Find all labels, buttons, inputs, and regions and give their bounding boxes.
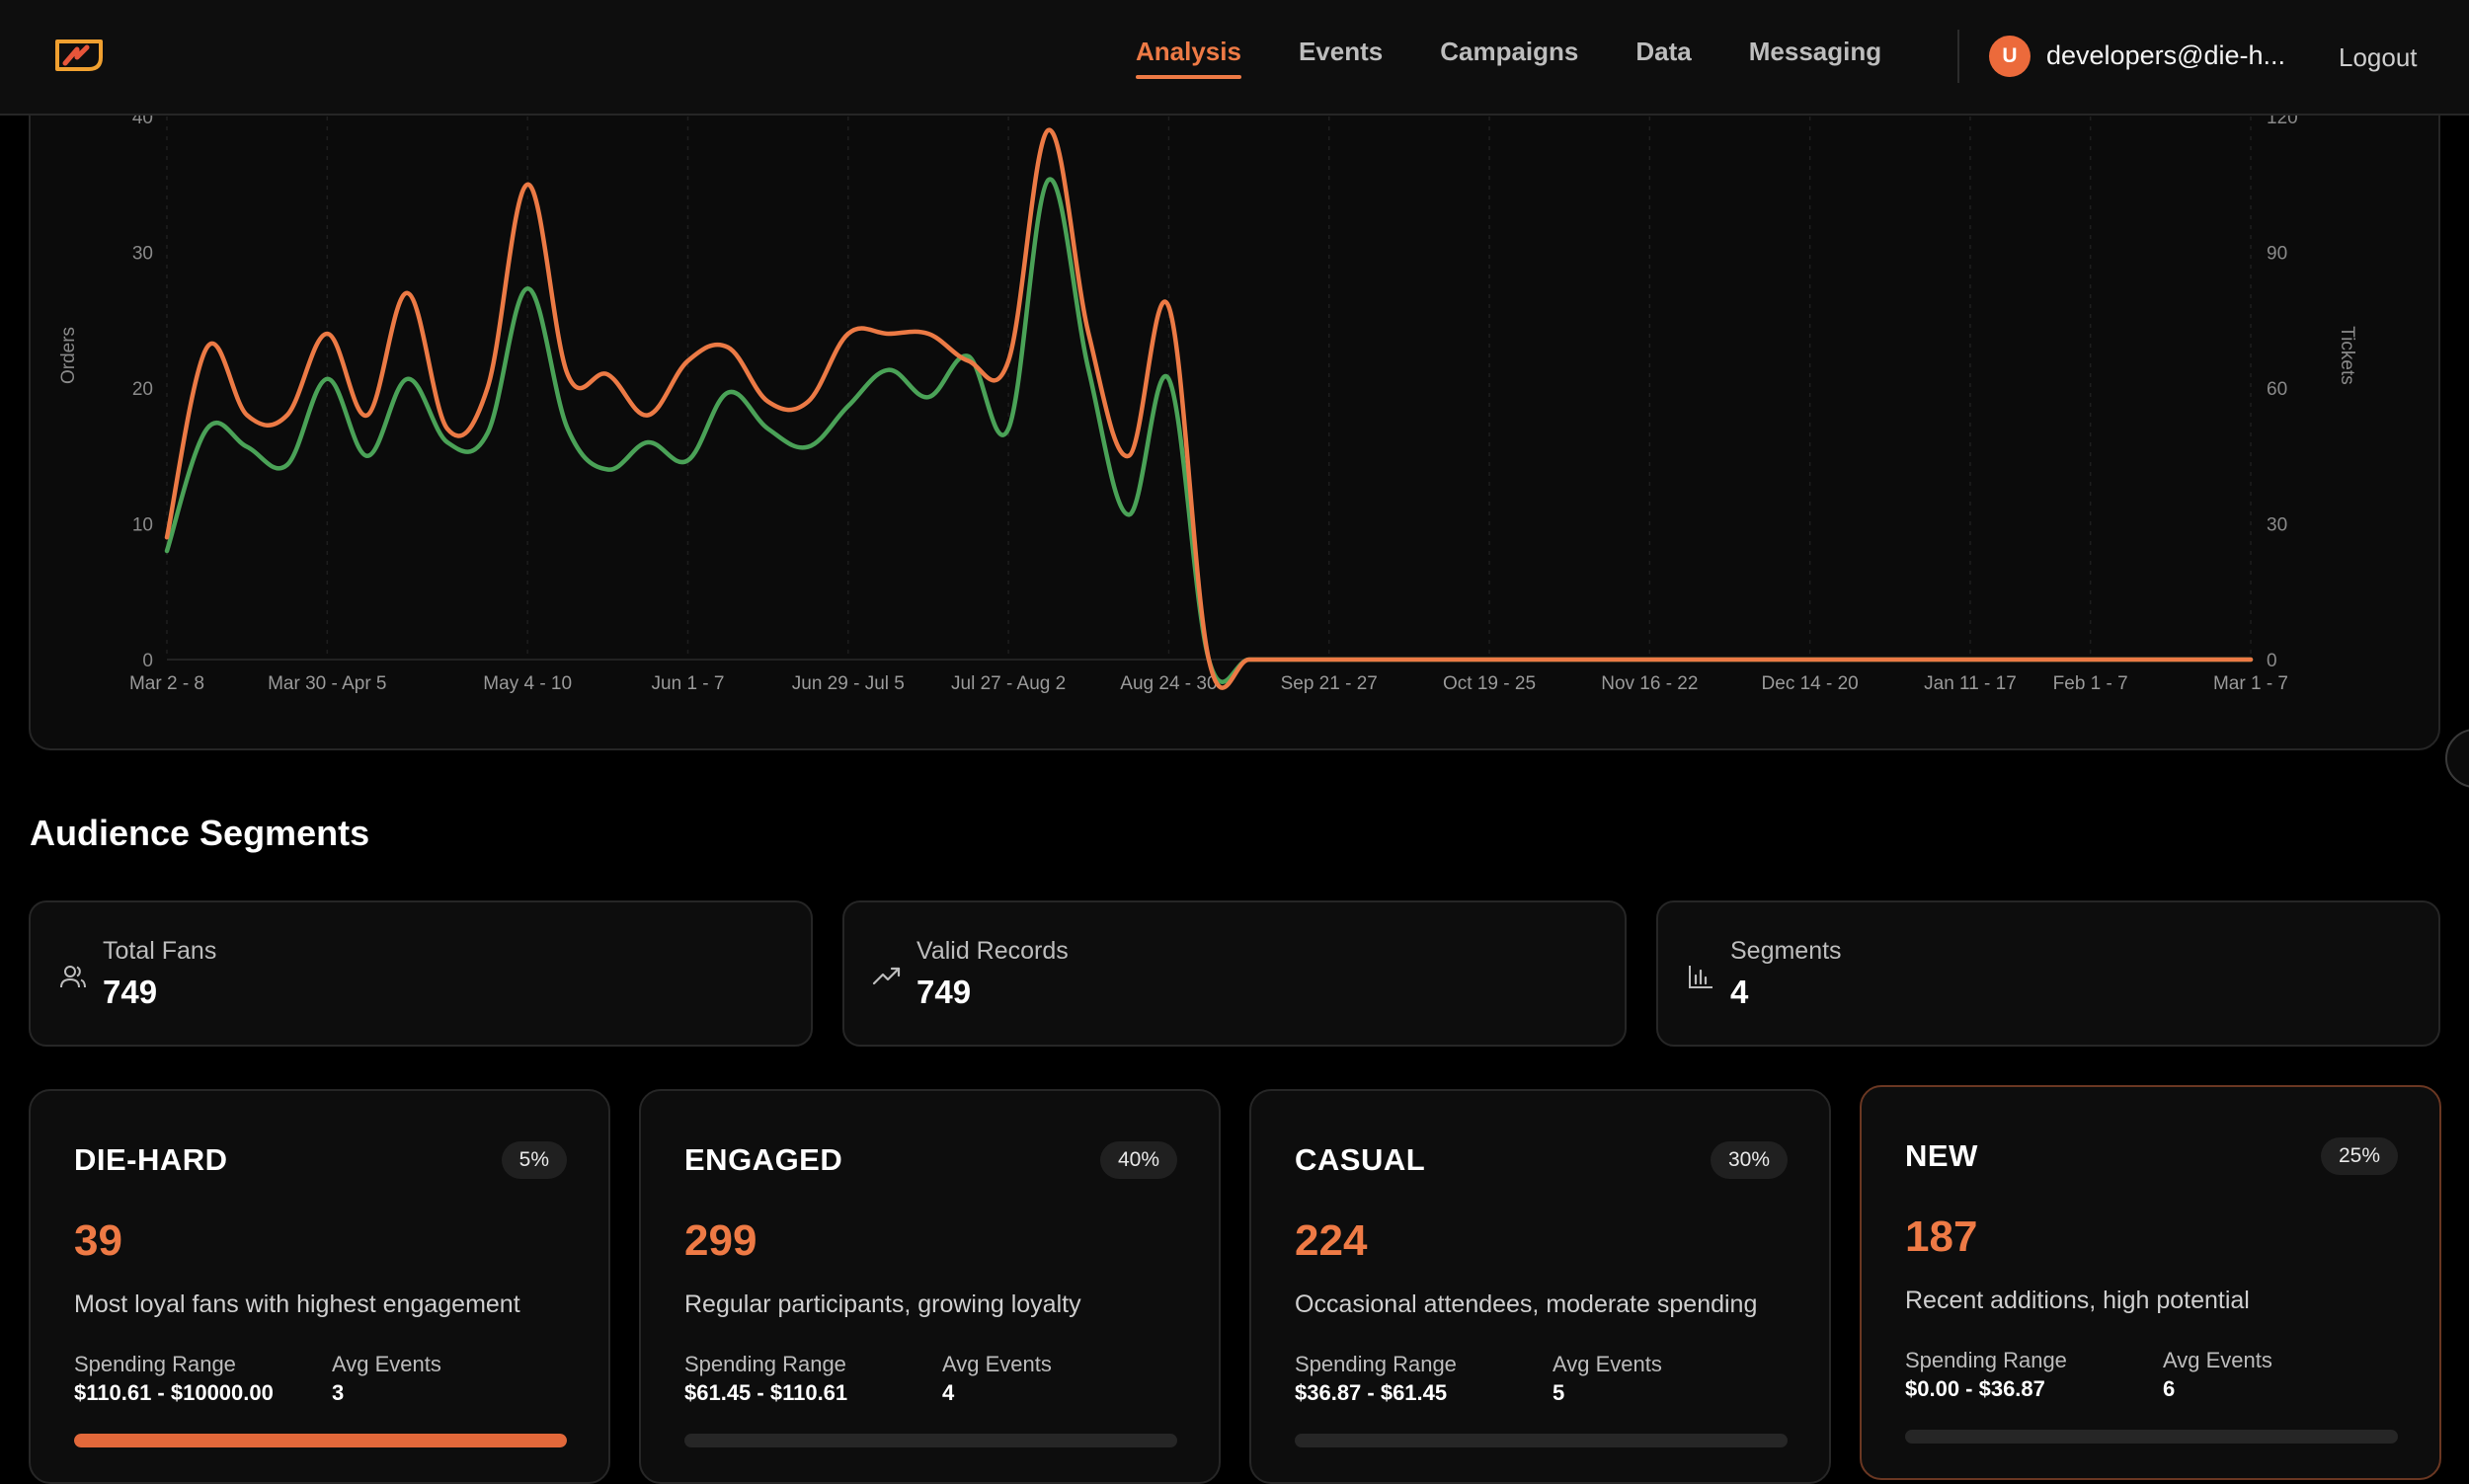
- x-tick-label: Mar 30 - Apr 5: [268, 673, 386, 694]
- segment-count: 187: [1905, 1212, 1978, 1261]
- nav-data[interactable]: Data: [1635, 37, 1692, 66]
- nav-divider: [1957, 30, 1959, 83]
- spending-range-label: Spending Range: [1295, 1352, 1457, 1376]
- stat-label: Segments: [1730, 937, 1842, 965]
- users-icon: [60, 966, 86, 988]
- segment-name: CASUAL: [1295, 1142, 1426, 1177]
- brand-logo-icon[interactable]: [51, 36, 107, 75]
- segment-progress-bar: [1905, 1430, 2398, 1444]
- segment-description: Regular participants, growing loyalty: [684, 1290, 1081, 1318]
- segment-name: DIE-HARD: [74, 1142, 228, 1177]
- stat-value: 749: [103, 974, 158, 1010]
- segment-percent-badge: 5%: [501, 1141, 567, 1179]
- segment-card-casual[interactable]: CASUAL 30% 224 Occasional attendees, mod…: [1249, 1089, 1831, 1484]
- stat-card-valid-records: Valid Records 749: [842, 900, 1627, 1047]
- segment-percent-badge: 25%: [2320, 1137, 2398, 1175]
- y-tick-label-left: 30: [132, 244, 153, 265]
- user-email[interactable]: developers@die-h...: [2046, 40, 2286, 70]
- y-tick-label-right: 90: [2267, 244, 2287, 265]
- x-tick-label: Nov 16 - 22: [1601, 673, 1698, 694]
- y-tick-label-right: 30: [2267, 515, 2287, 536]
- segment-percent-badge: 40%: [1099, 1141, 1177, 1179]
- stat-value: 749: [916, 974, 972, 1010]
- x-tick-label: Feb 1 - 7: [2053, 673, 2128, 694]
- side-scroll-handle[interactable]: [2445, 729, 2469, 788]
- x-tick-label: Jun 1 - 7: [652, 673, 725, 694]
- segment-progress-bar: [1295, 1434, 1788, 1447]
- x-tick-label: Aug 24 - 30: [1120, 673, 1217, 694]
- avg-events-label: Avg Events: [942, 1352, 1052, 1376]
- avg-events-label: Avg Events: [2163, 1348, 2272, 1372]
- stat-card-segments: Segments 4: [1656, 900, 2440, 1047]
- spending-range-label: Spending Range: [1905, 1348, 2067, 1372]
- y-axis-label-orders: Orders: [58, 327, 79, 384]
- avg-events-label: Avg Events: [1553, 1352, 1662, 1376]
- top-navbar: Analysis Events Campaigns Data Messaging…: [0, 0, 2469, 116]
- nav-analysis[interactable]: Analysis: [1136, 0, 1241, 116]
- segment-name: NEW: [1905, 1138, 1978, 1173]
- section-title-audience-segments: Audience Segments: [30, 813, 370, 853]
- x-tick-label: Mar 1 - 7: [2213, 673, 2288, 694]
- y-tick-label-right: 60: [2267, 379, 2287, 400]
- series-line-orders: [164, 127, 2254, 690]
- spending-range-value: $0.00 - $36.87: [1905, 1376, 2045, 1401]
- segment-progress-bar: [74, 1434, 567, 1447]
- segment-percent-badge: 30%: [1710, 1141, 1788, 1179]
- segment-card-die-hard[interactable]: DIE-HARD 5% 39 Most loyal fans with high…: [29, 1089, 610, 1484]
- x-tick-label: Oct 19 - 25: [1443, 673, 1536, 694]
- x-tick-label: Mar 2 - 8: [129, 673, 204, 694]
- segment-count: 39: [74, 1216, 122, 1265]
- x-tick-label: Jan 11 - 17: [1924, 673, 2017, 694]
- segment-count: 299: [684, 1216, 757, 1265]
- avatar[interactable]: U: [1989, 36, 2031, 77]
- trending-up-icon: [872, 967, 901, 985]
- spending-range-value: $61.45 - $110.61: [684, 1380, 848, 1405]
- segment-progress-bar: [684, 1434, 1177, 1447]
- orders-tickets-chart-card: 0 10 20 30 40 0 30 60 90 120 Mar 2 - 8 Mar 30 - Apr…: [29, 59, 2440, 750]
- segment-progress-fill: [74, 1434, 567, 1447]
- x-tick-label: May 4 - 10: [483, 673, 572, 694]
- segment-card-new[interactable]: NEW 25% 187 Recent additions, high poten…: [1860, 1085, 2441, 1480]
- spending-range-label: Spending Range: [684, 1352, 846, 1376]
- x-tick-label: Jul 27 - Aug 2: [951, 673, 1066, 694]
- logout-button[interactable]: Logout: [2339, 42, 2418, 72]
- y-tick-label-left: 10: [132, 515, 153, 536]
- x-tick-label: Jun 29 - Jul 5: [792, 673, 905, 694]
- stat-label: Total Fans: [103, 937, 217, 965]
- nav-messaging[interactable]: Messaging: [1748, 37, 1882, 66]
- avg-events-value: 3: [332, 1380, 345, 1405]
- avg-events-value: 4: [942, 1380, 955, 1405]
- y-tick-label-right: 0: [2267, 651, 2277, 671]
- nav-events[interactable]: Events: [1298, 37, 1384, 66]
- spending-range-value: $36.87 - $61.45: [1295, 1380, 1448, 1405]
- stat-card-total-fans: Total Fans 749: [29, 900, 813, 1047]
- avg-events-label: Avg Events: [332, 1352, 441, 1376]
- spending-range-label: Spending Range: [74, 1352, 236, 1376]
- nav-campaigns[interactable]: Campaigns: [1440, 37, 1579, 66]
- segment-description: Occasional attendees, moderate spending: [1295, 1290, 1758, 1318]
- x-tick-label: Dec 14 - 20: [1762, 673, 1859, 694]
- segment-name: ENGAGED: [684, 1142, 843, 1177]
- stat-label: Valid Records: [916, 937, 1069, 965]
- main-nav: Analysis Events Campaigns Data Messaging: [1136, 0, 1939, 116]
- avg-events-value: 6: [2163, 1376, 2176, 1401]
- y-tick-label-left: 0: [142, 651, 153, 671]
- x-tick-label: Sep 21 - 27: [1281, 673, 1378, 694]
- bar-chart-icon: [1689, 966, 1712, 988]
- series-line-tickets: [164, 177, 2254, 684]
- stat-value: 4: [1730, 974, 1749, 1010]
- segment-card-engaged[interactable]: ENGAGED 40% 299 Regular participants, gr…: [639, 1089, 1221, 1484]
- segment-count: 224: [1295, 1216, 1368, 1265]
- y-axis-label-tickets: Tickets: [2337, 326, 2357, 384]
- spending-range-value: $110.61 - $10000.00: [74, 1380, 274, 1405]
- avg-events-value: 5: [1553, 1380, 1565, 1405]
- segment-description: Recent additions, high potential: [1905, 1287, 2250, 1314]
- segment-description: Most loyal fans with highest engagement: [74, 1290, 520, 1318]
- y-tick-label-left: 20: [132, 379, 153, 400]
